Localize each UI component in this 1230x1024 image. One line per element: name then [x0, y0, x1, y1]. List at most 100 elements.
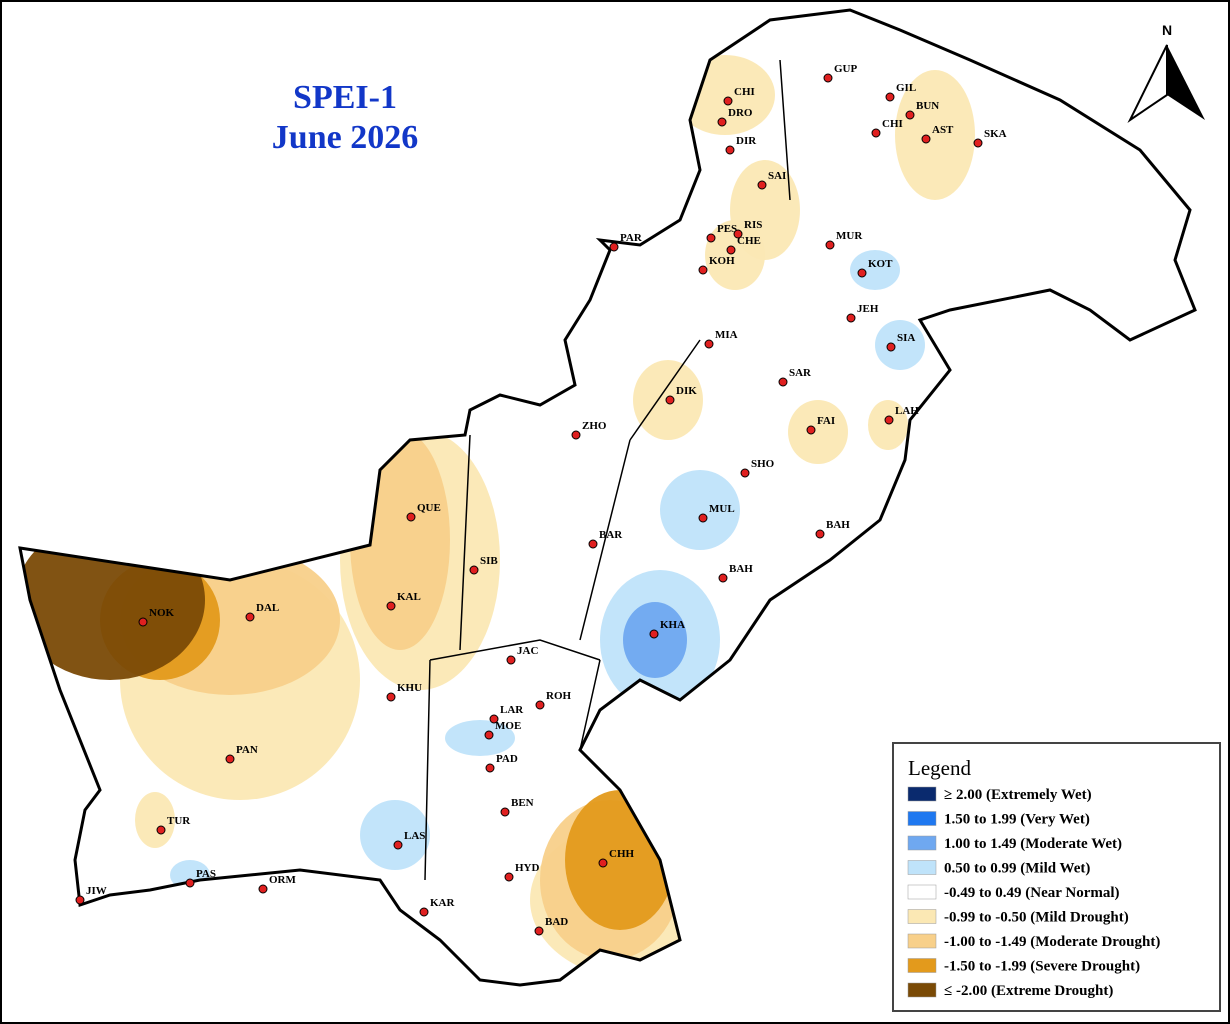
station-label: TUR	[167, 815, 191, 827]
station-label: LAR	[500, 704, 524, 716]
station-label: MUL	[709, 503, 735, 515]
station-label: SAI	[768, 170, 786, 182]
station-marker	[598, 858, 608, 868]
station-marker	[871, 128, 881, 138]
zone	[445, 720, 515, 756]
station-label: CHH	[609, 848, 635, 860]
station-label: AST	[932, 124, 954, 136]
station-label: GUP	[834, 63, 858, 75]
station-marker	[534, 926, 544, 936]
station-label: NOK	[149, 607, 175, 619]
station-marker	[138, 617, 148, 627]
station-marker	[706, 233, 716, 243]
station-label: MOE	[495, 720, 521, 732]
station-marker	[921, 134, 931, 144]
station-label: SKA	[984, 128, 1007, 140]
station-marker	[649, 629, 659, 639]
station-label: MUR	[836, 230, 863, 242]
station-label: ORM	[269, 874, 297, 886]
station-marker	[75, 895, 85, 905]
legend-label: 1.00 to 1.49 (Moderate Wet)	[944, 836, 1122, 852]
legend-swatch	[907, 982, 937, 998]
legend-swatch	[907, 909, 937, 924]
station-marker	[609, 242, 619, 252]
station-marker	[846, 313, 856, 323]
legend-label: 1.50 to 1.99 (Very Wet)	[944, 812, 1090, 828]
station-label: DIR	[736, 135, 757, 147]
station-label: DIK	[676, 385, 697, 397]
station-label: SIA	[897, 332, 915, 344]
station-label: BAR	[599, 529, 623, 541]
station-label: KOH	[709, 255, 735, 267]
station-marker	[757, 180, 767, 190]
legend-label: ≤ -2.00 (Extreme Drought)	[944, 983, 1113, 999]
station-marker	[717, 117, 727, 127]
station-label: JAC	[517, 645, 538, 657]
station-marker	[740, 468, 750, 478]
station-marker	[806, 425, 816, 435]
station-marker	[973, 138, 983, 148]
zone	[788, 400, 848, 464]
station-label: SAR	[789, 367, 812, 379]
zone	[875, 320, 925, 370]
province-border	[424, 59, 791, 881]
station-marker	[725, 145, 735, 155]
map-title: SPEI-1	[293, 79, 397, 116]
station-marker	[885, 92, 895, 102]
station-marker	[185, 878, 195, 888]
zone	[850, 250, 900, 290]
station-label: CHI	[734, 86, 755, 98]
station-marker	[825, 240, 835, 250]
station-marker	[225, 754, 235, 764]
north-arrow: N	[1127, 22, 1205, 123]
station-marker	[588, 539, 598, 549]
station-label: PAN	[236, 744, 258, 756]
station-label: LAS	[404, 830, 425, 842]
station-marker	[500, 807, 510, 817]
legend-label: -1.50 to -1.99 (Severe Drought)	[944, 959, 1140, 975]
zone	[705, 220, 765, 290]
map-subtitle: June 2026	[272, 119, 418, 156]
station-marker	[857, 268, 867, 278]
zone	[868, 400, 908, 450]
legend-swatch	[907, 933, 937, 949]
station-label: QUE	[417, 502, 441, 514]
station-marker	[535, 700, 545, 710]
station-label: LAH	[895, 405, 919, 417]
legend-swatch	[907, 835, 937, 851]
station-label: ZHO	[582, 420, 607, 432]
zone	[135, 792, 175, 848]
station-label: CHI	[882, 118, 903, 130]
station-marker	[386, 692, 396, 702]
station-label: MIA	[715, 329, 738, 341]
zone	[360, 800, 430, 870]
station-marker	[245, 612, 255, 622]
station-marker	[506, 655, 516, 665]
station-label: KAL	[397, 591, 421, 603]
station-label: SIB	[480, 555, 498, 567]
station-marker	[485, 763, 495, 773]
legend-swatch	[907, 811, 937, 826]
station-label: BUN	[916, 100, 939, 112]
station-marker	[504, 872, 514, 882]
station-label: JIW	[86, 885, 107, 897]
station-marker	[484, 730, 494, 740]
station-label: BAD	[545, 916, 568, 928]
station-marker	[489, 714, 499, 724]
north-label: N	[1162, 22, 1172, 38]
station-marker	[665, 395, 675, 405]
station-label: GIL	[896, 82, 916, 94]
legend-label: ≥ 2.00 (Extremely Wet)	[944, 787, 1092, 803]
station-label: BEN	[511, 797, 534, 809]
station-label: DAL	[256, 602, 279, 614]
station-marker	[726, 245, 736, 255]
station-label: BAH	[826, 519, 850, 531]
legend-label: -0.49 to 0.49 (Near Normal)	[944, 885, 1120, 901]
station-marker	[698, 513, 708, 523]
legend: Legend ≥ 2.00 (Extremely Wet) 1.50 to 1.9…	[892, 742, 1221, 1012]
station-label: KHA	[660, 619, 685, 631]
station-marker	[723, 96, 733, 106]
legend-box	[892, 742, 1221, 1012]
station-label: PAD	[496, 753, 518, 765]
